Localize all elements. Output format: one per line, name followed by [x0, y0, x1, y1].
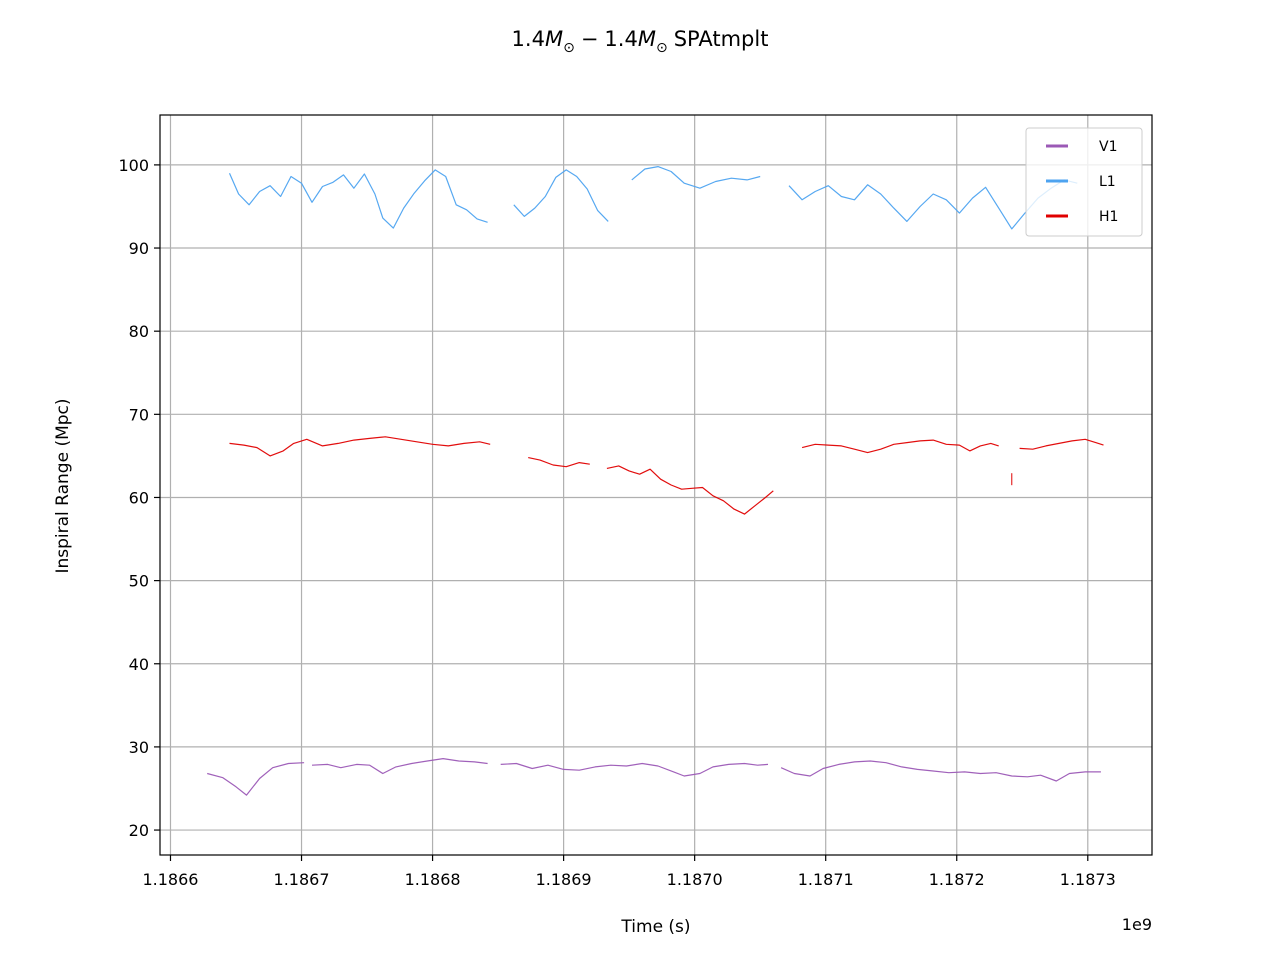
- x-tick-label: 1.1867: [274, 870, 330, 889]
- y-tick-label: 70: [129, 405, 149, 424]
- series-segment: [228, 169, 488, 229]
- series-segment: [528, 457, 590, 468]
- grid: [160, 115, 1152, 855]
- plot-frame: [159, 114, 1153, 856]
- series-segment: [801, 439, 999, 454]
- x-tick-label: 1.1872: [929, 870, 985, 889]
- x-tick-label: 1.1870: [667, 870, 723, 889]
- series-segment: [606, 465, 774, 515]
- ticks: 1.1866 1.1867 1.1868 1.1869 1.1870 1.1871 1.18…: [118, 156, 1115, 889]
- y-axis-label: Inspiral Range (Mpc): [53, 398, 73, 573]
- y-tick-label: 50: [129, 572, 149, 591]
- legend-label: H1: [1099, 209, 1118, 225]
- x-offset-label: 1e9: [1122, 915, 1152, 934]
- chart-title: 1.4M⊙ −1.4M⊙ SPAtmplt: [512, 27, 769, 56]
- legend-label: V1: [1099, 139, 1117, 155]
- series-layer: [207, 166, 1104, 796]
- legend-label: L1: [1099, 174, 1116, 190]
- y-tick-label: 20: [129, 821, 149, 840]
- series-segment: [631, 166, 761, 189]
- x-tick-label: 1.1869: [536, 870, 592, 889]
- x-tick-label: 1.1871: [798, 870, 854, 889]
- y-tick-label: 90: [129, 239, 149, 258]
- series-segment: [780, 760, 1101, 782]
- legend-box: [1025, 127, 1143, 237]
- y-tick-label: 60: [129, 488, 149, 507]
- y-tick-label: 80: [129, 322, 149, 341]
- y-tick-label: 100: [118, 156, 149, 175]
- series-segment: [229, 436, 491, 457]
- series-segment: [500, 762, 769, 777]
- x-tick-label: 1.1866: [142, 870, 198, 889]
- series-v1: [207, 758, 1101, 796]
- series-l1: [228, 166, 1078, 230]
- series-segment: [207, 762, 305, 796]
- series-segment: [311, 758, 488, 775]
- legend: V1 L1 H1: [1025, 127, 1143, 237]
- x-tick-label: 1.1868: [405, 870, 461, 889]
- y-tick-label: 30: [129, 738, 149, 757]
- x-tick-label: 1.1873: [1060, 870, 1116, 889]
- series-segment: [513, 169, 609, 222]
- series-segment: [1019, 438, 1104, 450]
- y-tick-label: 40: [129, 655, 149, 674]
- series-h1: [229, 436, 1104, 515]
- x-axis-label: Time (s): [620, 917, 690, 937]
